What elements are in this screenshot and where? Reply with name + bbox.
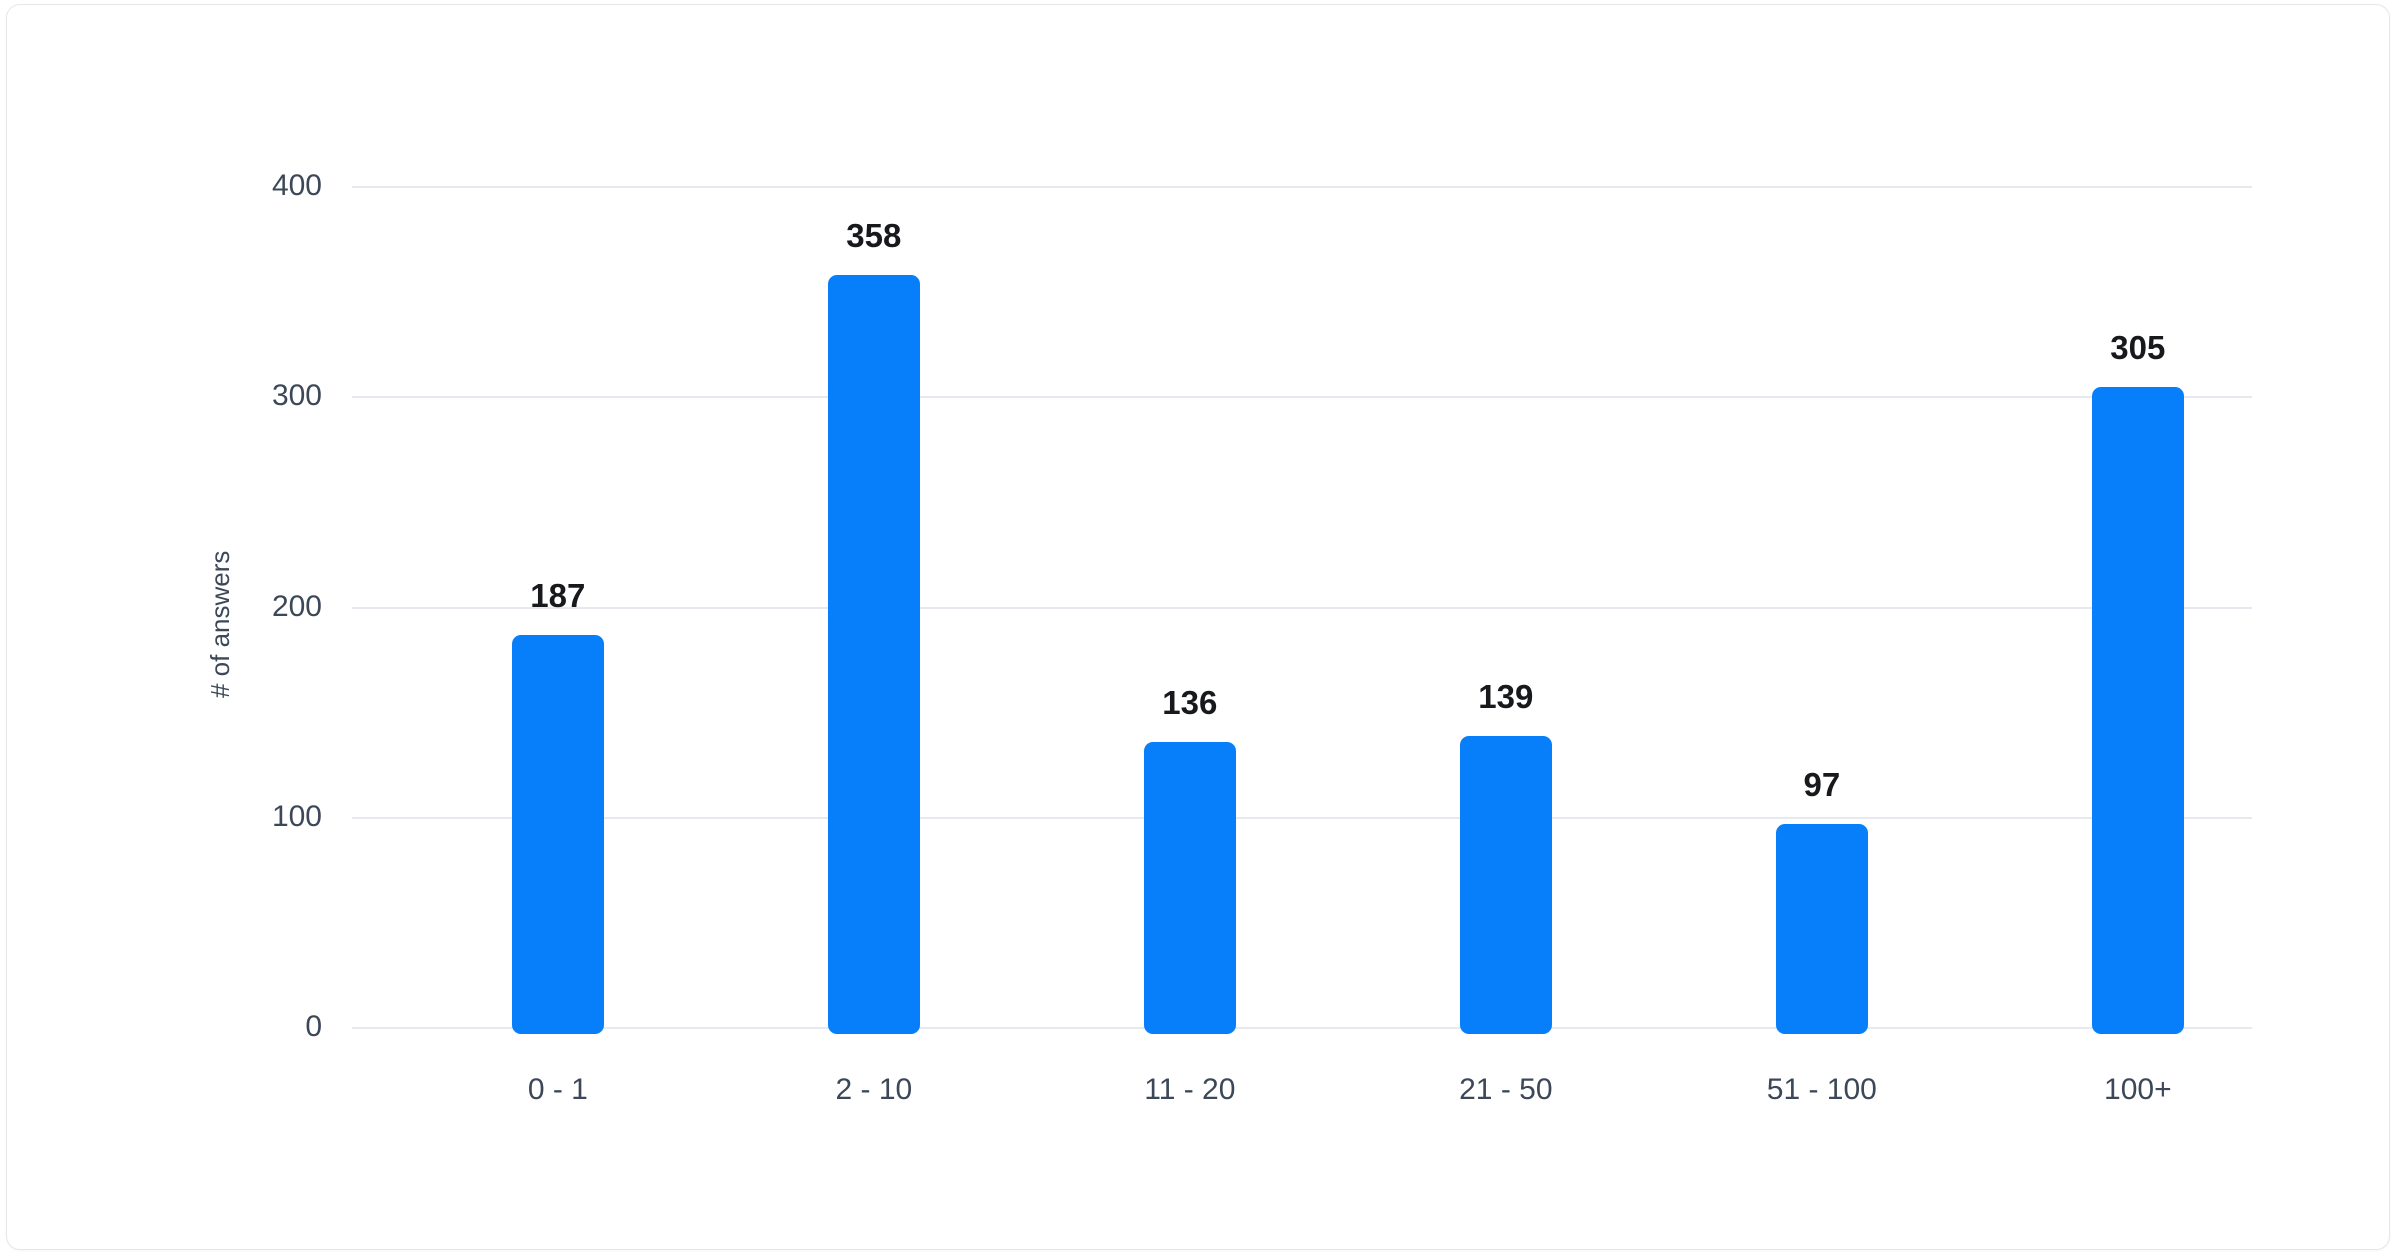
gridline-100 (352, 816, 2252, 819)
gridline-0 (352, 1027, 2252, 1029)
x-tick-label: 21 - 50 (1459, 1073, 1553, 1106)
gridline-200 (352, 606, 2252, 609)
bar[interactable] (1775, 824, 1868, 1034)
bar-value-label: 187 (530, 576, 586, 614)
bar[interactable] (827, 275, 920, 1034)
x-tick-label: 100+ (2104, 1073, 2172, 1106)
y-tick-label: 200 (271, 589, 322, 623)
y-tick-label: 0 (305, 1010, 322, 1043)
x-tick-label: 11 - 20 (1144, 1073, 1236, 1106)
bar[interactable] (511, 634, 604, 1034)
y-tick-label: 100 (271, 799, 322, 833)
x-tick-label: 2 - 10 (835, 1073, 913, 1106)
bar-value-label: 136 (1162, 684, 1218, 722)
x-tick-label: 51 - 100 (1766, 1073, 1877, 1106)
bar-value-label: 139 (1478, 677, 1534, 715)
bar[interactable] (1459, 735, 1552, 1034)
y-tick-label: 400 (271, 169, 322, 202)
chart-card: # of answers 400 300 200 100 0 187 358 1… (6, 4, 2390, 1250)
x-tick-label: 0 - 1 (527, 1073, 588, 1106)
gridline-400 (352, 186, 2252, 188)
bar[interactable] (2091, 386, 2184, 1034)
bar-value-label: 97 (1803, 766, 1841, 804)
y-axis-title: # of answers (205, 550, 235, 698)
bar-value-label: 358 (846, 217, 902, 255)
bar[interactable] (1143, 742, 1236, 1034)
bar-chart: # of answers 400 300 200 100 0 187 358 1… (7, 5, 2389, 1249)
gridline-300 (352, 396, 2252, 399)
bar-value-label: 305 (2110, 328, 2166, 366)
y-tick-label: 300 (271, 379, 322, 413)
